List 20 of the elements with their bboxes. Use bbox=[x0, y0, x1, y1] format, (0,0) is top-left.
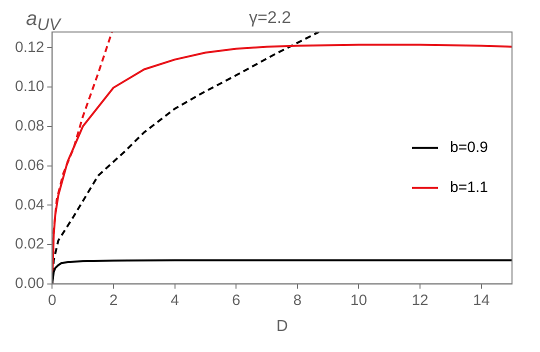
legend-label: b=1.1 bbox=[450, 179, 488, 196]
x-tick-label: 8 bbox=[293, 292, 302, 309]
x-tick-label: 12 bbox=[412, 292, 428, 309]
x-axis-title: D bbox=[276, 318, 288, 335]
x-tick-label: 4 bbox=[170, 292, 179, 309]
y-tick-label: 0.08 bbox=[14, 118, 44, 135]
y-tick-label: 0.12 bbox=[14, 38, 44, 56]
x-tick-label: 0 bbox=[48, 292, 56, 309]
y-tick-label: 0.00 bbox=[14, 274, 44, 292]
y-axis-title: a$_{UV}$ bbox=[26, 8, 60, 35]
y-tick-label: 0.06 bbox=[14, 156, 44, 174]
y-tick-label: 0.02 bbox=[14, 236, 44, 253]
legend-label: b=0.9 bbox=[450, 139, 488, 156]
x-tick-label: 14 bbox=[473, 292, 490, 309]
x-tick-label: 2 bbox=[109, 292, 118, 309]
x-tick-label: 10 bbox=[350, 292, 368, 309]
y-tick-label: 0.10 bbox=[14, 78, 44, 96]
x-tick-label: 6 bbox=[232, 292, 240, 309]
y-tick-label: 0.04 bbox=[14, 196, 44, 214]
chart-title: γ=2.2 bbox=[248, 8, 292, 27]
